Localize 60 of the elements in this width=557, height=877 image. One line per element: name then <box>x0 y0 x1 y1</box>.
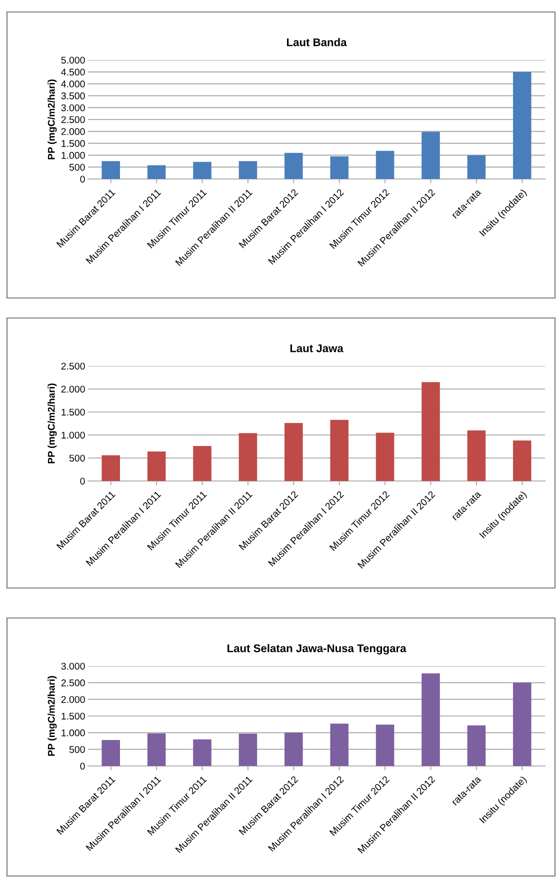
bar <box>376 724 394 766</box>
bar <box>284 732 303 766</box>
y-tick-label: 1.000 <box>62 729 85 736</box>
bar <box>147 452 166 481</box>
bar <box>330 420 348 481</box>
y-axis-title: PP (mgC/m2/hari) <box>48 676 57 756</box>
y-tick-label: 0 <box>80 478 85 485</box>
bar <box>467 725 486 766</box>
bar <box>238 734 258 766</box>
bar <box>102 455 120 481</box>
y-tick-label: 1.500 <box>62 408 85 416</box>
y-tick-label: 1.500 <box>62 140 85 147</box>
y-tick-label: 4.000 <box>61 80 85 88</box>
bar <box>330 156 348 179</box>
bar <box>147 733 166 766</box>
y-tick-label: 2.500 <box>61 679 85 686</box>
y-tick-label: 0 <box>80 176 85 183</box>
bar <box>513 72 532 179</box>
y-axis-title: PP (mgC/m2/hari) <box>48 384 57 464</box>
bar <box>102 740 120 766</box>
bar <box>193 162 212 179</box>
bar <box>284 152 303 179</box>
bar <box>193 739 212 766</box>
bar <box>467 155 486 179</box>
bar <box>238 161 258 179</box>
bar <box>422 382 440 481</box>
bar <box>422 673 440 766</box>
bar <box>238 433 258 481</box>
bar <box>513 682 532 766</box>
y-tick-label: 2.000 <box>61 696 85 703</box>
chart-title: Laut Banda <box>286 38 347 46</box>
y-tick-label: 3.000 <box>61 104 85 112</box>
bar <box>467 430 486 481</box>
bar <box>330 724 348 766</box>
bar <box>376 432 394 481</box>
y-tick-label: 500 <box>69 454 85 462</box>
bar <box>102 161 120 179</box>
y-tick-label: 3.500 <box>61 92 85 100</box>
y-tick-label: 500 <box>69 746 85 753</box>
bar <box>284 423 303 481</box>
y-tick-label: 2.500 <box>61 116 85 124</box>
bar <box>376 150 394 179</box>
y-tick-label: 1.000 <box>62 432 85 439</box>
y-tick-label: 2.000 <box>61 128 85 136</box>
bar <box>513 440 532 481</box>
y-tick-label: 3.000 <box>61 662 85 670</box>
y-tick-label: 1.000 <box>62 152 85 159</box>
y-tick-label: 2.000 <box>61 386 85 393</box>
y-tick-label: 2.500 <box>61 362 85 370</box>
bar <box>193 446 212 481</box>
y-tick-label: 1.500 <box>62 712 85 720</box>
bar <box>147 165 166 179</box>
y-tick-label: 500 <box>69 164 85 171</box>
chart-title: Laut Selatan Jawa-Nusa Tenggara <box>228 644 406 654</box>
y-axis-title: PP (mgC/m2/hari) <box>48 80 57 160</box>
y-tick-label: 4.500 <box>61 68 85 76</box>
chart-title: Laut Jawa <box>290 344 344 352</box>
y-tick-label: 5.000 <box>61 56 85 64</box>
bar <box>422 132 440 179</box>
y-tick-label: 0 <box>80 762 85 770</box>
